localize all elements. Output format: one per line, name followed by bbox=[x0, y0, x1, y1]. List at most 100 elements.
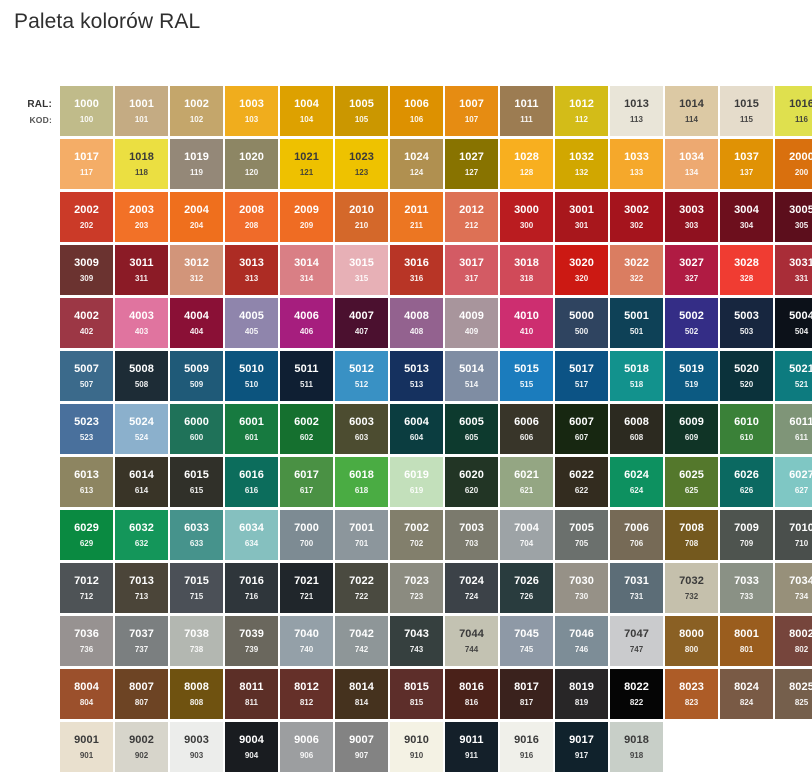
color-swatch-6017[interactable]: 6017 617 bbox=[280, 457, 333, 507]
color-swatch-7026[interactable]: 7026 726 bbox=[500, 563, 553, 613]
color-swatch-8025[interactable]: 8025 825 bbox=[775, 669, 812, 719]
color-swatch-4003[interactable]: 4003 403 bbox=[115, 298, 168, 348]
color-swatch-7015[interactable]: 7015 715 bbox=[170, 563, 223, 613]
color-swatch-8015[interactable]: 8015 815 bbox=[390, 669, 443, 719]
color-swatch-7021[interactable]: 7021 721 bbox=[280, 563, 333, 613]
color-swatch-5003[interactable]: 5003 503 bbox=[720, 298, 773, 348]
color-swatch-5014[interactable]: 5014 514 bbox=[445, 351, 498, 401]
color-swatch-3002[interactable]: 3002 302 bbox=[610, 192, 663, 242]
color-swatch-6004[interactable]: 6004 604 bbox=[390, 404, 443, 454]
color-swatch-6002[interactable]: 6002 602 bbox=[280, 404, 333, 454]
color-swatch-1020[interactable]: 1020 120 bbox=[225, 139, 278, 189]
color-swatch-7031[interactable]: 7031 731 bbox=[610, 563, 663, 613]
color-swatch-6026[interactable]: 6026 626 bbox=[720, 457, 773, 507]
color-swatch-3017[interactable]: 3017 317 bbox=[445, 245, 498, 295]
color-swatch-5020[interactable]: 5020 520 bbox=[720, 351, 773, 401]
color-swatch-7046[interactable]: 7046 746 bbox=[555, 616, 608, 666]
color-swatch-8008[interactable]: 8008 808 bbox=[170, 669, 223, 719]
color-swatch-2011[interactable]: 2011 211 bbox=[390, 192, 443, 242]
color-swatch-5004[interactable]: 5004 504 bbox=[775, 298, 812, 348]
color-swatch-6008[interactable]: 6008 608 bbox=[610, 404, 663, 454]
color-swatch-6016[interactable]: 6016 616 bbox=[225, 457, 278, 507]
color-swatch-1021[interactable]: 1021 121 bbox=[280, 139, 333, 189]
color-swatch-9017[interactable]: 9017 917 bbox=[555, 722, 608, 772]
color-swatch-4004[interactable]: 4004 404 bbox=[170, 298, 223, 348]
color-swatch-6003[interactable]: 6003 603 bbox=[335, 404, 388, 454]
color-swatch-7037[interactable]: 7037 737 bbox=[115, 616, 168, 666]
color-swatch-6001[interactable]: 6001 601 bbox=[225, 404, 278, 454]
color-swatch-6000[interactable]: 6000 600 bbox=[170, 404, 223, 454]
color-swatch-1013[interactable]: 1013 113 bbox=[610, 86, 663, 136]
color-swatch-2010[interactable]: 2010 210 bbox=[335, 192, 388, 242]
color-swatch-6025[interactable]: 6025 625 bbox=[665, 457, 718, 507]
color-swatch-6018[interactable]: 6018 618 bbox=[335, 457, 388, 507]
color-swatch-8014[interactable]: 8014 814 bbox=[335, 669, 388, 719]
color-swatch-8004[interactable]: 8004 804 bbox=[60, 669, 113, 719]
color-swatch-9016[interactable]: 9016 916 bbox=[500, 722, 553, 772]
color-swatch-1032[interactable]: 1032 132 bbox=[555, 139, 608, 189]
color-swatch-7047[interactable]: 7047 747 bbox=[610, 616, 663, 666]
color-swatch-2002[interactable]: 2002 202 bbox=[60, 192, 113, 242]
color-swatch-1023[interactable]: 1023 123 bbox=[335, 139, 388, 189]
color-swatch-4009[interactable]: 4009 409 bbox=[445, 298, 498, 348]
color-swatch-7024[interactable]: 7024 724 bbox=[445, 563, 498, 613]
color-swatch-4006[interactable]: 4006 406 bbox=[280, 298, 333, 348]
color-swatch-2004[interactable]: 2004 204 bbox=[170, 192, 223, 242]
color-swatch-7001[interactable]: 7001 701 bbox=[335, 510, 388, 560]
color-swatch-8000[interactable]: 8000 800 bbox=[665, 616, 718, 666]
color-swatch-7030[interactable]: 7030 730 bbox=[555, 563, 608, 613]
color-swatch-5010[interactable]: 5010 510 bbox=[225, 351, 278, 401]
color-swatch-7010[interactable]: 7010 710 bbox=[775, 510, 812, 560]
color-swatch-6005[interactable]: 6005 605 bbox=[445, 404, 498, 454]
color-swatch-5001[interactable]: 5001 501 bbox=[610, 298, 663, 348]
color-swatch-3022[interactable]: 3022 322 bbox=[610, 245, 663, 295]
color-swatch-3005[interactable]: 3005 305 bbox=[775, 192, 812, 242]
color-swatch-5015[interactable]: 5015 515 bbox=[500, 351, 553, 401]
color-swatch-3031[interactable]: 3031 331 bbox=[775, 245, 812, 295]
color-swatch-8024[interactable]: 8024 824 bbox=[720, 669, 773, 719]
color-swatch-1006[interactable]: 1006 106 bbox=[390, 86, 443, 136]
color-swatch-4005[interactable]: 4005 405 bbox=[225, 298, 278, 348]
color-swatch-1004[interactable]: 1004 104 bbox=[280, 86, 333, 136]
color-swatch-5011[interactable]: 5011 511 bbox=[280, 351, 333, 401]
color-swatch-7008[interactable]: 7008 708 bbox=[665, 510, 718, 560]
color-swatch-3028[interactable]: 3028 328 bbox=[720, 245, 773, 295]
color-swatch-7039[interactable]: 7039 739 bbox=[225, 616, 278, 666]
color-swatch-5008[interactable]: 5008 508 bbox=[115, 351, 168, 401]
color-swatch-1034[interactable]: 1034 134 bbox=[665, 139, 718, 189]
color-swatch-9011[interactable]: 9011 911 bbox=[445, 722, 498, 772]
color-swatch-1028[interactable]: 1028 128 bbox=[500, 139, 553, 189]
color-swatch-2000[interactable]: 2000 200 bbox=[775, 139, 812, 189]
color-swatch-4007[interactable]: 4007 407 bbox=[335, 298, 388, 348]
color-swatch-5009[interactable]: 5009 509 bbox=[170, 351, 223, 401]
color-swatch-8016[interactable]: 8016 816 bbox=[445, 669, 498, 719]
color-swatch-9002[interactable]: 9002 902 bbox=[115, 722, 168, 772]
color-swatch-7005[interactable]: 7005 705 bbox=[555, 510, 608, 560]
color-swatch-6015[interactable]: 6015 615 bbox=[170, 457, 223, 507]
color-swatch-1001[interactable]: 1001 101 bbox=[115, 86, 168, 136]
color-swatch-7003[interactable]: 7003 703 bbox=[445, 510, 498, 560]
color-swatch-8012[interactable]: 8012 812 bbox=[280, 669, 333, 719]
color-swatch-1005[interactable]: 1005 105 bbox=[335, 86, 388, 136]
color-swatch-6014[interactable]: 6014 614 bbox=[115, 457, 168, 507]
color-swatch-3013[interactable]: 3013 313 bbox=[225, 245, 278, 295]
color-swatch-5018[interactable]: 5018 518 bbox=[610, 351, 663, 401]
color-swatch-6009[interactable]: 6009 609 bbox=[665, 404, 718, 454]
color-swatch-7043[interactable]: 7043 743 bbox=[390, 616, 443, 666]
color-swatch-3020[interactable]: 3020 320 bbox=[555, 245, 608, 295]
color-swatch-3018[interactable]: 3018 318 bbox=[500, 245, 553, 295]
color-swatch-4008[interactable]: 4008 408 bbox=[390, 298, 443, 348]
color-swatch-7009[interactable]: 7009 709 bbox=[720, 510, 773, 560]
color-swatch-1002[interactable]: 1002 102 bbox=[170, 86, 223, 136]
color-swatch-7040[interactable]: 7040 740 bbox=[280, 616, 333, 666]
color-swatch-1014[interactable]: 1014 114 bbox=[665, 86, 718, 136]
color-swatch-7016[interactable]: 7016 716 bbox=[225, 563, 278, 613]
color-swatch-7044[interactable]: 7044 744 bbox=[445, 616, 498, 666]
color-swatch-9010[interactable]: 9010 910 bbox=[390, 722, 443, 772]
color-swatch-1024[interactable]: 1024 124 bbox=[390, 139, 443, 189]
color-swatch-6006[interactable]: 6006 606 bbox=[500, 404, 553, 454]
color-swatch-1037[interactable]: 1037 137 bbox=[720, 139, 773, 189]
color-swatch-8022[interactable]: 8022 822 bbox=[610, 669, 663, 719]
color-swatch-1003[interactable]: 1003 103 bbox=[225, 86, 278, 136]
color-swatch-5019[interactable]: 5019 519 bbox=[665, 351, 718, 401]
